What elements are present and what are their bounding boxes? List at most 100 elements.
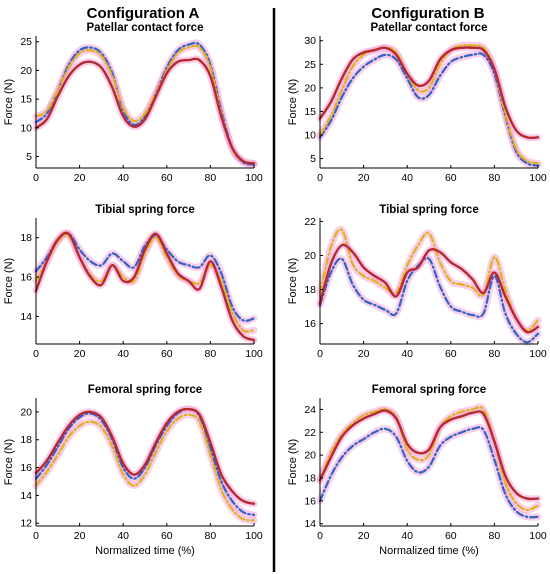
series-line-red [318,46,540,140]
y-tick-label: 14 [20,311,32,323]
y-tick-label: 20 [304,250,316,262]
x-tick-label: 40 [401,530,413,542]
chart-panel: Femoral spring force Force (N) Normalized … [287,384,547,557]
x-tick-label: 20 [358,348,370,360]
column-title-a: Configuration A [87,5,200,22]
x-tick-label: 0 [33,348,39,360]
series-line-red [34,231,256,342]
x-tick-label: 20 [358,172,370,184]
series-line-red [34,57,256,165]
y-tick-label: 30 [304,35,316,47]
y-tick-label: 15 [304,106,316,118]
x-tick-label: 100 [245,172,263,184]
y-tick-label: 5 [310,153,316,165]
y-tick-label: 22 [304,216,316,228]
x-tick-label: 80 [205,348,217,360]
x-tick-label: 40 [117,348,129,360]
y-axis-label: Force (N) [3,258,15,304]
y-axis-label: Force (N) [287,79,299,125]
x-tick-label: 100 [245,530,263,542]
y-tick-label: 20 [20,65,32,77]
x-tick-label: 60 [161,348,173,360]
chart-panel: Patellar contact force Force (N) 0 20 40 60 80… [3,22,263,184]
series-line-red [34,407,256,505]
panel-title: Tibial spring force [379,204,478,216]
x-tick-label: 80 [489,530,501,542]
panel-title: Femoral spring force [372,384,486,396]
x-tick-label: 60 [161,530,173,542]
y-tick-label: 14 [20,490,32,502]
y-axis-label: Force (N) [3,439,15,485]
x-axis-label: Normalized time (%) [95,545,195,557]
x-tick-label: 100 [245,348,263,360]
y-tick-label: 16 [304,318,316,330]
y-tick-label: 18 [20,434,32,446]
y-tick-label: 25 [304,59,316,71]
series-line-blue [318,256,540,344]
y-axis-label: Force (N) [287,439,299,485]
y-tick-label: 18 [20,232,32,244]
y-tick-label: 20 [304,450,316,462]
series-line-yellow [318,43,540,165]
y-tick-label: 18 [304,284,316,296]
x-axis-label: Normalized time (%) [379,545,479,557]
series-line-red [318,409,540,501]
panel-title: Tibial spring force [95,204,194,216]
y-tick-label: 16 [20,272,32,284]
chart-panel: Femoral spring force Force (N) Normalized … [3,384,263,557]
panel-title: Femoral spring force [88,384,202,396]
y-tick-label: 20 [20,406,32,418]
x-tick-label: 80 [205,530,217,542]
x-tick-label: 0 [33,530,39,542]
x-tick-label: 20 [74,530,86,542]
y-tick-label: 14 [304,518,316,530]
y-tick-label: 5 [26,151,32,163]
x-tick-label: 40 [117,530,129,542]
x-tick-label: 80 [489,172,501,184]
x-tick-label: 40 [117,172,129,184]
y-tick-label: 15 [20,94,32,106]
panels: Patellar contact force Force (N) 0 20 40 60 80… [3,22,547,557]
x-tick-label: 60 [445,530,457,542]
y-axis-label: Force (N) [287,258,299,304]
x-tick-label: 20 [74,172,86,184]
x-tick-label: 60 [445,348,457,360]
x-tick-label: 0 [33,172,39,184]
y-tick-label: 16 [20,462,32,474]
y-tick-label: 24 [304,404,316,416]
y-tick-label: 18 [304,473,316,485]
y-tick-label: 16 [304,495,316,507]
y-tick-label: 25 [20,36,32,48]
x-tick-label: 100 [529,172,547,184]
series-line-blue [34,407,256,516]
y-tick-label: 20 [304,82,316,94]
panel-title: Patellar contact force [87,22,204,34]
column-title-b: Configuration B [371,5,484,22]
x-tick-label: 100 [529,530,547,542]
chart-panel: Tibial spring force Force (N) 0 20 40 60 80 100… [287,204,547,360]
x-tick-label: 20 [74,348,86,360]
y-axis-label: Force (N) [3,79,15,125]
chart-panel: Tibial spring force Force (N) 0 20 40 60 80 100… [3,204,263,360]
x-tick-label: 40 [401,348,413,360]
series-line-yellow [318,405,540,512]
x-tick-label: 60 [161,172,173,184]
x-tick-label: 0 [317,348,323,360]
series-line-red [318,243,540,334]
y-tick-label: 12 [20,518,32,530]
x-tick-label: 60 [445,172,457,184]
x-tick-label: 100 [529,348,547,360]
x-tick-label: 0 [317,172,323,184]
panel-title: Patellar contact force [371,22,488,34]
x-tick-label: 0 [317,530,323,542]
x-tick-label: 20 [358,530,370,542]
x-tick-label: 40 [401,172,413,184]
chart-panel: Patellar contact force Force (N) 0 20 40 60 80… [287,22,547,184]
y-tick-label: 22 [304,427,316,439]
series-line-yellow [318,228,540,332]
x-tick-label: 80 [205,172,217,184]
x-tick-label: 80 [489,348,501,360]
y-tick-label: 10 [304,130,316,142]
y-tick-label: 10 [20,122,32,134]
